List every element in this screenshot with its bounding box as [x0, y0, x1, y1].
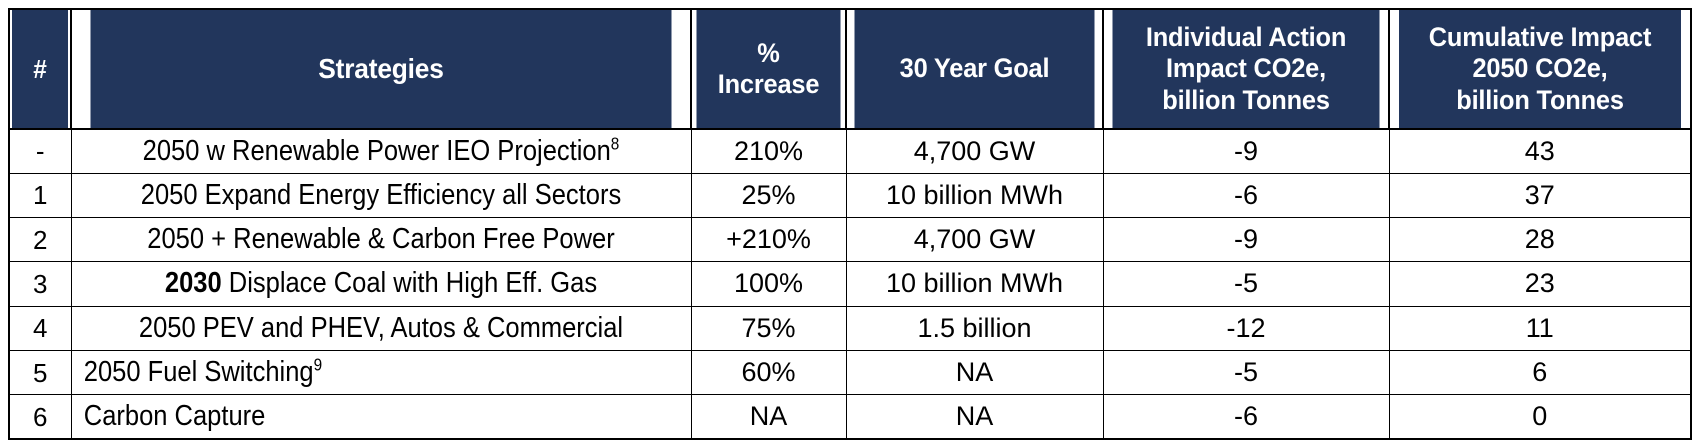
cell-individual-action-impact: -6 — [1102, 172, 1390, 219]
column-header-percent-increase: % Increase — [694, 9, 843, 130]
table-row: 3 2030 Displace Coal with High Eff. Gas 10… — [8, 261, 1692, 307]
strategy-label: 2050 Expand Energy Efficiency all Sector… — [140, 178, 622, 211]
cell-strategy: 2050 PEV and PHEV, Autos & Commercial — [107, 305, 655, 351]
cell-strategy: 2050 w Renewable Power IEO Projection8 — [107, 128, 655, 174]
table-row: 4 2050 PEV and PHEV, Autos & Commercial 75… — [8, 305, 1692, 351]
table-header: # Strategies % Increase 30 Year Goal Ind… — [9, 9, 1691, 130]
header-row: # Strategies % Increase 30 Year Goal Ind… — [9, 9, 1691, 130]
cell-cumulative-impact: 6 — [1388, 349, 1692, 396]
column-header-percent-line2: Increase — [717, 69, 820, 99]
cell-individual-action-impact: -9 — [1102, 217, 1390, 263]
column-header-percent-line1: % — [757, 37, 780, 68]
strategy-year-emphasis: 2030 — [164, 267, 222, 300]
cell-percent-increase: 60% — [690, 349, 847, 396]
column-header-individual-line3: billion Tonnes — [1162, 84, 1330, 115]
column-header-individual-line1: Individual Action — [1145, 22, 1347, 53]
cell-30-year-goal: 1.5 billion — [845, 305, 1104, 351]
strategies-table: # Strategies % Increase 30 Year Goal Ind… — [8, 8, 1692, 441]
cell-row-number: 3 — [8, 261, 72, 307]
column-header-cumulative-line2: 2050 CO2e, — [1472, 53, 1608, 84]
cell-percent-increase: NA — [690, 394, 847, 441]
cell-percent-increase: 100% — [690, 261, 847, 307]
column-header-strategies: Strategies — [88, 9, 674, 130]
strategy-label: 2050 PEV and PHEV, Autos & Commercial — [138, 311, 624, 344]
table-row: 5 2050 Fuel Switching9 60% NA -5 6 — [8, 349, 1692, 396]
cell-row-number: 6 — [8, 394, 72, 441]
footnote-marker: 9 — [313, 354, 323, 375]
column-header-cumulative-line1: Cumulative Impact — [1428, 22, 1652, 53]
cell-row-number: 5 — [8, 349, 72, 396]
cell-row-number: 1 — [8, 172, 72, 219]
cell-percent-increase: 75% — [690, 305, 847, 351]
cell-30-year-goal: NA — [845, 394, 1104, 441]
table-row: 2 2050 + Renewable & Carbon Free Power +21… — [8, 217, 1692, 263]
column-header-individual-line2: Impact CO2e, — [1166, 53, 1326, 84]
column-header-cumulative-impact: Cumulative Impact 2050 CO2e, billion Ton… — [1397, 9, 1683, 130]
cell-30-year-goal: 4,700 GW — [845, 128, 1104, 174]
cell-strategy: 2050 Fuel Switching9 — [70, 349, 618, 396]
table-body: -2050 w Renewable Power IEO Projection8 2… — [8, 128, 1692, 441]
strategy-label: 2050 Fuel Switching — [83, 356, 314, 389]
cell-percent-increase: 210% — [690, 128, 847, 174]
column-header-cumulative-line3: billion Tonnes — [1456, 84, 1624, 115]
cell-row-number: 2 — [8, 217, 72, 263]
cell-strategy: Carbon Capture — [70, 394, 618, 441]
column-header-number: # — [9, 9, 71, 130]
table-row: 1 2050 Expand Energy Efficiency all Secto… — [8, 172, 1692, 219]
strategy-label: 2050 w Renewable Power IEO Projection — [142, 134, 611, 167]
strategies-table-container: # Strategies % Increase 30 Year Goal Ind… — [8, 8, 1692, 441]
cell-strategy: 2050 + Renewable & Carbon Free Power — [107, 217, 655, 263]
strategy-label: Carbon Capture — [83, 400, 266, 433]
cell-cumulative-impact: 28 — [1388, 217, 1692, 263]
cell-strategy: 2050 Expand Energy Efficiency all Sector… — [107, 172, 655, 219]
cell-cumulative-impact: 37 — [1388, 172, 1692, 219]
strategy-label: Displace Coal with High Eff. Gas — [221, 267, 598, 300]
cell-individual-action-impact: -9 — [1102, 128, 1390, 174]
cell-30-year-goal: 4,700 GW — [845, 217, 1104, 263]
cell-individual-action-impact: -5 — [1102, 349, 1390, 396]
strategy-label: 2050 + Renewable & Carbon Free Power — [147, 223, 615, 256]
cell-percent-increase: 25% — [690, 172, 847, 219]
footnote-marker: 8 — [610, 133, 620, 154]
cell-percent-increase: +210% — [690, 217, 847, 263]
table-row: 6 Carbon Capture NA NA -6 0 — [8, 394, 1692, 441]
cell-30-year-goal: NA — [845, 349, 1104, 396]
cell-cumulative-impact: 0 — [1388, 394, 1692, 441]
cell-cumulative-impact: 11 — [1388, 305, 1692, 351]
cell-individual-action-impact: -6 — [1102, 394, 1390, 441]
cell-individual-action-impact: -5 — [1102, 261, 1390, 307]
column-header-individual-action: Individual Action Impact CO2e, billion T… — [1110, 9, 1382, 130]
cell-row-number: - — [8, 128, 72, 174]
cell-cumulative-impact: 43 — [1388, 128, 1692, 174]
cell-individual-action-impact: -12 — [1102, 305, 1390, 351]
cell-cumulative-impact: 23 — [1388, 261, 1692, 307]
cell-30-year-goal: 10 billion MWh — [845, 172, 1104, 219]
table-row: -2050 w Renewable Power IEO Projection8 2… — [8, 128, 1692, 174]
cell-30-year-goal: 10 billion MWh — [845, 261, 1104, 307]
cell-row-number: 4 — [8, 305, 72, 351]
cell-strategy: 2030 Displace Coal with High Eff. Gas — [107, 261, 655, 307]
column-header-30-year-goal: 30 Year Goal — [852, 9, 1097, 130]
